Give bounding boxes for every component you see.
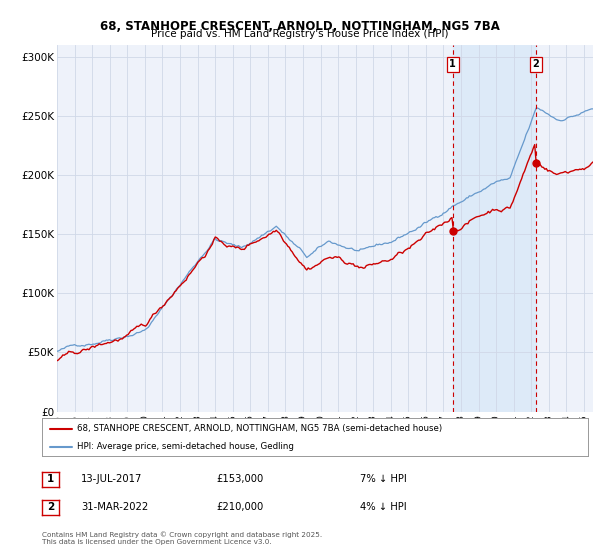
- Text: 2: 2: [47, 502, 54, 512]
- Text: £210,000: £210,000: [216, 502, 263, 512]
- Bar: [453, 45, 536, 412]
- Text: HPI: Average price, semi-detached house, Gedling: HPI: Average price, semi-detached house,…: [77, 442, 295, 451]
- Text: Price paid vs. HM Land Registry's House Price Index (HPI): Price paid vs. HM Land Registry's House …: [151, 29, 449, 39]
- Text: 2: 2: [532, 59, 539, 69]
- Text: 31-MAR-2022: 31-MAR-2022: [81, 502, 148, 512]
- Text: 1: 1: [449, 59, 456, 69]
- Text: 68, STANHOPE CRESCENT, ARNOLD, NOTTINGHAM, NG5 7BA: 68, STANHOPE CRESCENT, ARNOLD, NOTTINGHA…: [100, 20, 500, 32]
- Text: 68, STANHOPE CRESCENT, ARNOLD, NOTTINGHAM, NG5 7BA (semi-detached house): 68, STANHOPE CRESCENT, ARNOLD, NOTTINGHA…: [77, 424, 443, 433]
- Text: 13-JUL-2017: 13-JUL-2017: [81, 474, 142, 484]
- Text: £153,000: £153,000: [216, 474, 263, 484]
- Text: 4% ↓ HPI: 4% ↓ HPI: [360, 502, 407, 512]
- Text: 1: 1: [47, 474, 54, 484]
- Text: Contains HM Land Registry data © Crown copyright and database right 2025.
This d: Contains HM Land Registry data © Crown c…: [42, 531, 322, 544]
- Text: 7% ↓ HPI: 7% ↓ HPI: [360, 474, 407, 484]
